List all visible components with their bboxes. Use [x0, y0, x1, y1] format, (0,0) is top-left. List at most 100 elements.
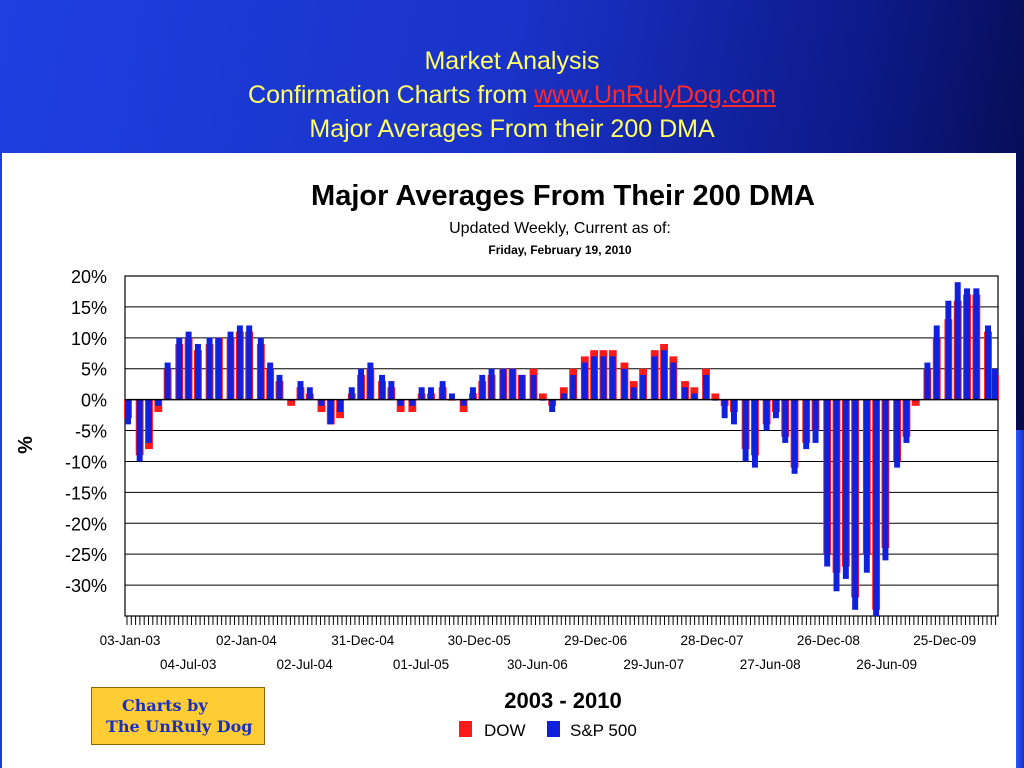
- bar-sp500: [337, 399, 344, 412]
- bar-sp500: [772, 399, 779, 419]
- bar-sp500: [852, 399, 859, 610]
- bar-sp500: [509, 368, 516, 400]
- period-label: 2003 - 2010: [504, 688, 621, 713]
- bar-sp500: [812, 399, 819, 443]
- bar-sp500: [703, 374, 709, 400]
- x-tick-label: 31-Dec-04: [331, 633, 395, 648]
- bar-sp500: [500, 368, 507, 400]
- bar-sp500: [427, 387, 434, 400]
- bar-sp500: [985, 325, 991, 400]
- bar-sp500: [448, 393, 455, 400]
- bar-sp500: [621, 368, 628, 400]
- y-tick-label: 5%: [81, 360, 107, 380]
- bar-sp500: [367, 362, 374, 400]
- bar-sp500: [549, 399, 556, 412]
- bar-sp500: [863, 399, 870, 573]
- bar-sp500: [409, 399, 416, 406]
- x-tick-label: 26-Jun-09: [856, 657, 917, 672]
- bar-sp500: [824, 399, 831, 567]
- slide-subtitle-2: Major Averages From their 200 DMA: [309, 115, 715, 143]
- y-tick-label: -5%: [75, 422, 107, 442]
- chart-title: Major Averages From Their 200 DMA: [311, 180, 815, 212]
- y-tick-label: -30%: [65, 576, 107, 596]
- x-ticks: [126, 616, 997, 625]
- legend: DOW S&P 500: [459, 721, 637, 740]
- bar-sp500: [488, 368, 495, 400]
- chart-subtitle: Updated Weekly, Current as of:: [449, 220, 671, 237]
- y-tick-label: 10%: [71, 329, 107, 349]
- x-tick-label: 29-Dec-06: [564, 633, 627, 648]
- slide-header: Market Analysis Confirmation Charts from…: [0, 0, 1024, 152]
- bar-sp500: [933, 325, 940, 400]
- bar-sp500: [297, 381, 304, 400]
- bar-sp500: [215, 337, 222, 400]
- bar-sp500: [992, 368, 998, 400]
- y-tick-label: 0%: [81, 391, 107, 411]
- y-tick-label: -10%: [65, 452, 107, 472]
- legend-swatch-sp500: [547, 721, 560, 737]
- chart-panel: Major Averages From Their 200 DMA Update…: [2, 153, 1016, 768]
- bar-sp500: [670, 362, 677, 400]
- bar-sp500: [145, 399, 152, 443]
- y-tick-label: -25%: [65, 545, 107, 565]
- bar-sp500: [397, 399, 404, 406]
- bar-sp500: [136, 399, 143, 462]
- bar-sp500: [903, 399, 910, 443]
- axes: [125, 398, 998, 625]
- bar-sp500: [742, 399, 749, 462]
- slide-subtitle-prefix: Confirmation Charts from: [248, 81, 535, 109]
- x-tick-label: 03-Jan-03: [100, 633, 161, 648]
- unrulydog-link[interactable]: www.UnRulyDog.com: [534, 81, 776, 109]
- bar-sp500: [518, 374, 525, 400]
- bar-sp500: [964, 288, 971, 400]
- slide-subtitle-line: Confirmation Charts from www.UnRulyDog.c…: [0, 78, 1024, 112]
- bar-sp500: [763, 399, 770, 431]
- bar-sp500: [751, 399, 758, 468]
- y-tick-label: -20%: [65, 514, 107, 534]
- bar-sp500: [155, 399, 162, 406]
- bar-sp500: [691, 393, 698, 400]
- bar-sp500: [721, 399, 728, 419]
- y-tick-label: 20%: [71, 267, 107, 287]
- credit-box: Charts by The UnRuly Dog: [91, 687, 265, 745]
- bar-sp500: [570, 374, 577, 400]
- legend-label-dow: DOW: [484, 721, 526, 740]
- bar-sp500: [882, 399, 889, 561]
- x-tick-label: 04-Jul-03: [160, 657, 216, 672]
- bar-sp500: [651, 356, 658, 400]
- bar-sp500: [176, 337, 183, 400]
- bar-sp500: [894, 399, 901, 468]
- x-tick-label: 02-Jan-04: [216, 633, 277, 648]
- bar-sp500: [630, 387, 637, 400]
- bar-sp500: [418, 387, 425, 400]
- bar-sp500: [924, 362, 931, 400]
- bar-sp500: [267, 362, 274, 400]
- bar-sp500: [276, 374, 283, 400]
- bar-sp500: [318, 399, 325, 406]
- bar-dow: [911, 399, 920, 406]
- bar-sp500: [782, 399, 789, 443]
- credit-line-1: Charts by: [122, 696, 208, 715]
- legend-swatch-dow: [459, 721, 472, 737]
- x-tick-label: 02-Jul-04: [276, 657, 333, 672]
- x-tick-label: 26-Dec-08: [797, 633, 860, 648]
- x-tick-label: 28-Dec-07: [680, 633, 743, 648]
- bar-sp500: [479, 374, 486, 400]
- bar-sp500: [803, 399, 810, 450]
- chart-svg: Major Averages From Their 200 DMA Update…: [15, 180, 999, 740]
- x-tick-label: 01-Jul-05: [393, 657, 449, 672]
- axis-labels: 20% 15% 10% 5% 0% -5% -10% -15% -20% -25% -30% 03-J…: [65, 267, 976, 672]
- bar-sp500: [306, 387, 313, 400]
- bar-sp500: [206, 337, 213, 400]
- bar-dow: [559, 387, 568, 400]
- bar-sp500: [236, 325, 243, 400]
- bar-sp500: [257, 337, 264, 400]
- bar-sp500: [600, 356, 607, 400]
- bar-sp500: [842, 399, 849, 579]
- y-tick-label: -15%: [65, 483, 107, 503]
- x-tick-label: 27-Jun-08: [740, 657, 801, 672]
- bar-sp500: [194, 344, 201, 400]
- bar-sp500: [460, 399, 467, 406]
- x-tick-label: 30-Dec-05: [448, 633, 511, 648]
- bar-dow: [711, 393, 720, 400]
